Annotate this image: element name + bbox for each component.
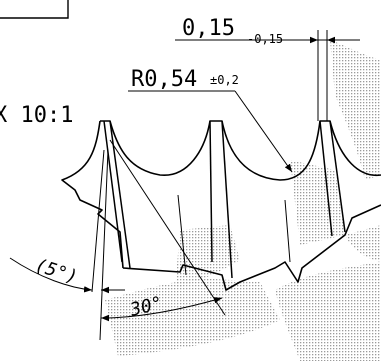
tooth-profile [61, 120, 381, 291]
frame-border [0, 0, 69, 19]
angle-arc-large [100, 297, 223, 322]
dimension-width [175, 30, 360, 121]
radius-dimension-value: R0,54 [131, 67, 197, 92]
tooth-flank-lines [103, 120, 346, 279]
dimension-radius [128, 90, 293, 173]
radius-dimension-tolerance: ±0,2 [210, 73, 239, 87]
width-dimension-value: 0,15 [182, 16, 235, 41]
angle-small-label: (5°) [32, 255, 80, 288]
angle-arc-small [9, 257, 125, 294]
width-dimension-tolerance: -0,15 [247, 32, 283, 46]
detail-scale-label: X 10:1 [0, 103, 73, 128]
